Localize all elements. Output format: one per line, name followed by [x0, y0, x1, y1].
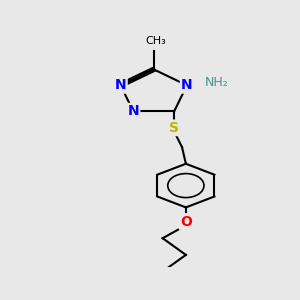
Text: CH₃: CH₃	[145, 36, 166, 46]
Text: S: S	[169, 121, 179, 135]
Text: NH₂: NH₂	[204, 76, 228, 89]
Text: O: O	[180, 214, 192, 229]
Text: N: N	[115, 78, 126, 92]
Text: N: N	[128, 104, 139, 118]
Text: N: N	[181, 78, 193, 92]
